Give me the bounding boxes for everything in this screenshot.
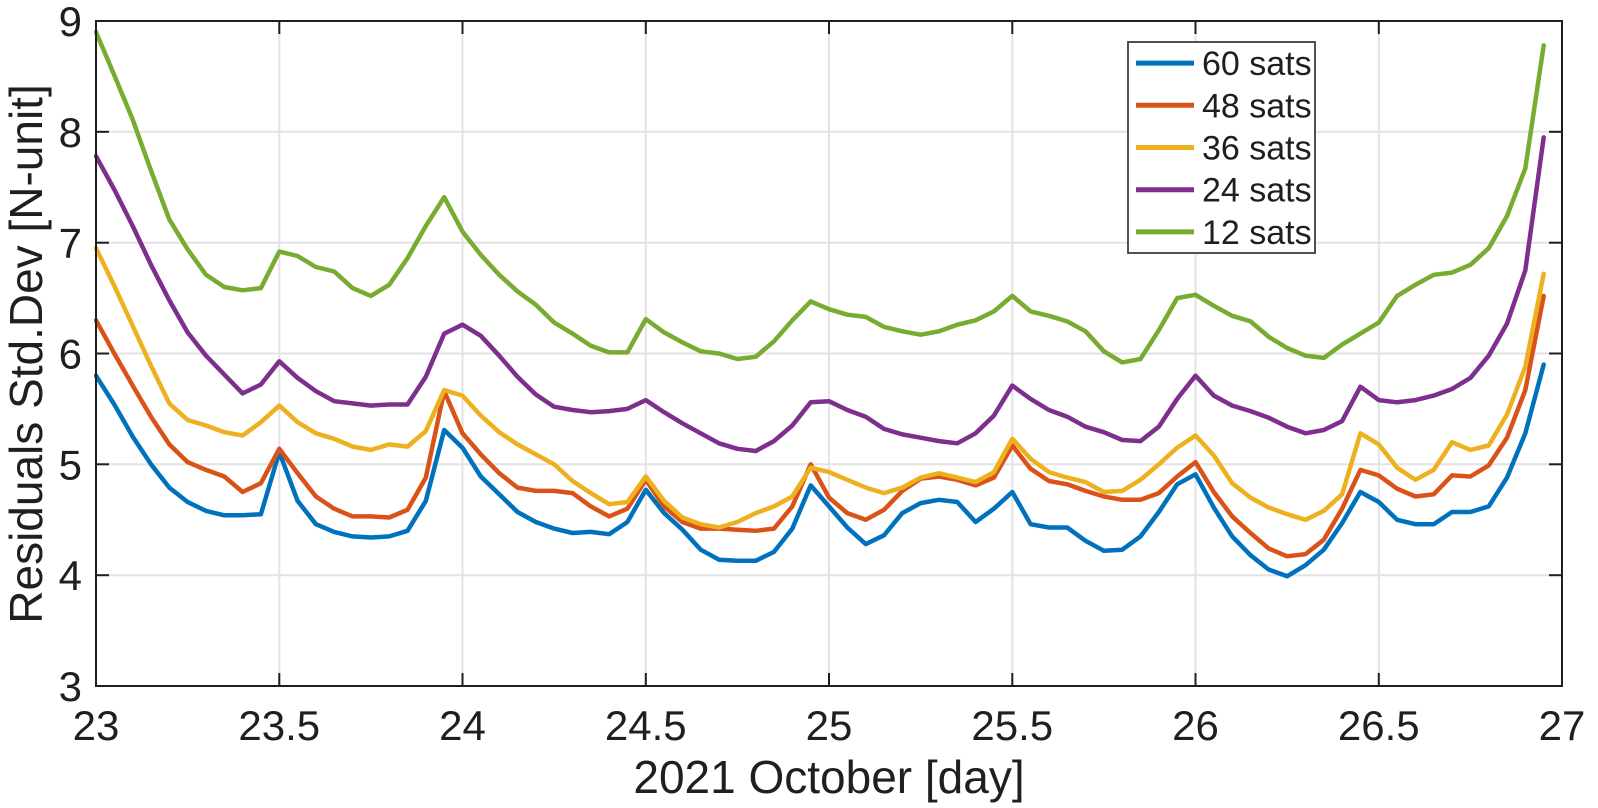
x-tick-label: 24 [439,702,486,749]
legend-entry: 36 sats [1136,130,1312,168]
legend-entry: 60 sats [1136,45,1312,83]
tick-layer [95,20,1563,687]
series-line-60-sats [94,362,1546,579]
y-tick-label: 7 [59,220,82,267]
y-tick-labels: 3 4 5 6 7 8 9 [59,0,82,710]
x-tick-label: 24.5 [605,702,687,749]
y-tick-label: 3 [59,663,82,710]
x-tick-label: 25 [806,702,853,749]
y-tick-label: 6 [59,331,82,378]
x-tick-label: 26.5 [1338,702,1420,749]
series-line-36-sats [94,245,1546,530]
legend-label: 12 sats [1202,214,1312,252]
y-tick-label: 8 [59,109,82,156]
x-tick-label: 23.5 [238,702,320,749]
series-layer [94,29,1546,579]
x-tick-label: 27 [1539,702,1586,749]
legend-entry: 48 sats [1136,87,1312,125]
x-tick-label: 26 [1172,702,1219,749]
legend-label: 60 sats [1202,45,1312,83]
y-tick-label: 4 [59,552,82,599]
series-line-12-sats [94,29,1546,365]
legend-entry: 24 sats [1136,172,1312,210]
series-line-24-sats [94,135,1546,454]
x-tick-label: 25.5 [971,702,1053,749]
legend-label: 36 sats [1202,130,1312,168]
x-axis-label: 2021 October [day] [633,751,1024,803]
legend-label: 48 sats [1202,87,1312,125]
legend: 60 sats 48 sats 36 sats 24 sats 12 sats [1127,41,1316,254]
y-tick-label: 9 [59,0,82,45]
y-axis-label: Residuals Std.Dev [N-unit] [0,84,52,623]
y-tick-label: 5 [59,441,82,488]
legend-label: 24 sats [1202,172,1312,210]
legend-entry: 12 sats [1136,214,1312,252]
series-line-48-sats [94,293,1546,559]
x-tick-label: 23 [73,702,120,749]
x-tick-labels: 23 23.5 24 24.5 25 25.5 26 26.5 27 [73,702,1586,749]
